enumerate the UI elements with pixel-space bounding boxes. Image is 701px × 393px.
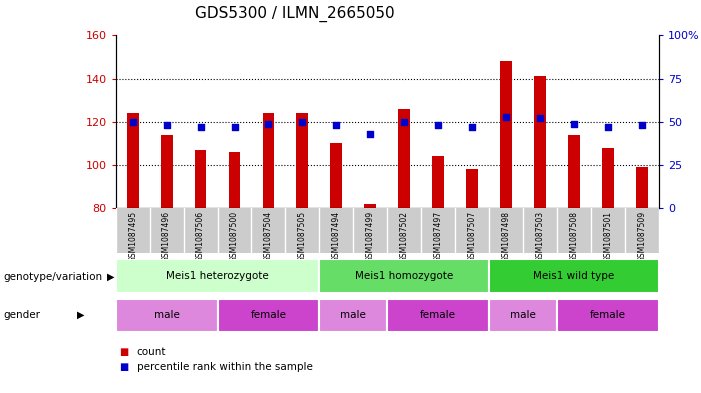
Point	[229, 124, 240, 130]
Point	[297, 119, 308, 125]
Text: GSM1087494: GSM1087494	[332, 211, 341, 262]
Bar	[116, 299, 217, 332]
Text: GSM1087509: GSM1087509	[637, 211, 646, 262]
Text: male: male	[154, 310, 179, 320]
Bar	[489, 259, 659, 293]
Text: genotype/variation: genotype/variation	[4, 272, 102, 282]
Point	[501, 114, 512, 120]
Point	[467, 124, 478, 130]
Point	[127, 119, 138, 125]
Text: count: count	[137, 347, 166, 357]
Text: female: female	[420, 310, 456, 320]
Text: ▶: ▶	[77, 310, 85, 320]
Bar	[501, 61, 512, 208]
Text: Meis1 wild type: Meis1 wild type	[533, 271, 615, 281]
Bar	[320, 299, 387, 332]
Point	[399, 119, 410, 125]
Bar	[568, 135, 580, 208]
Text: GSM1087500: GSM1087500	[230, 211, 239, 262]
Bar	[433, 156, 444, 208]
Text: female: female	[590, 310, 626, 320]
Text: GDS5300 / ILMN_2665050: GDS5300 / ILMN_2665050	[195, 6, 394, 22]
Text: GSM1087504: GSM1087504	[264, 211, 273, 262]
Text: GSM1087501: GSM1087501	[604, 211, 613, 262]
Text: GSM1087508: GSM1087508	[569, 211, 578, 262]
Bar	[320, 259, 489, 293]
Text: GSM1087507: GSM1087507	[468, 211, 477, 262]
Point	[161, 122, 172, 129]
Bar	[229, 152, 240, 208]
Bar	[398, 109, 410, 208]
Text: GSM1087499: GSM1087499	[366, 211, 375, 262]
Bar	[466, 169, 478, 208]
Bar	[330, 143, 342, 208]
Bar	[297, 113, 308, 208]
Bar	[387, 299, 489, 332]
Bar	[217, 299, 320, 332]
Bar	[489, 299, 557, 332]
Point	[602, 124, 613, 130]
Text: male: male	[341, 310, 367, 320]
Point	[195, 124, 206, 130]
Bar	[557, 299, 659, 332]
Point	[331, 122, 342, 129]
Text: GSM1087503: GSM1087503	[536, 211, 545, 262]
Text: GSM1087505: GSM1087505	[298, 211, 307, 262]
Bar	[365, 204, 376, 208]
Point	[365, 131, 376, 137]
Bar	[116, 259, 320, 293]
Bar	[262, 113, 274, 208]
Text: ■: ■	[119, 362, 128, 373]
Text: gender: gender	[4, 310, 41, 320]
Text: male: male	[510, 310, 536, 320]
Bar	[636, 167, 648, 208]
Point	[637, 122, 648, 129]
Text: GSM1087496: GSM1087496	[162, 211, 171, 262]
Point	[433, 122, 444, 129]
Text: female: female	[250, 310, 287, 320]
Bar	[161, 135, 172, 208]
Text: GSM1087497: GSM1087497	[434, 211, 443, 262]
Text: Meis1 homozygote: Meis1 homozygote	[355, 271, 454, 281]
Text: percentile rank within the sample: percentile rank within the sample	[137, 362, 313, 373]
Text: GSM1087498: GSM1087498	[502, 211, 510, 262]
Point	[534, 115, 545, 121]
Point	[569, 120, 580, 127]
Text: GSM1087502: GSM1087502	[400, 211, 409, 262]
Text: GSM1087495: GSM1087495	[128, 211, 137, 262]
Bar	[195, 150, 207, 208]
Bar	[602, 148, 614, 208]
Text: Meis1 heterozygote: Meis1 heterozygote	[166, 271, 269, 281]
Text: ■: ■	[119, 347, 128, 357]
Bar	[534, 76, 546, 208]
Bar	[127, 113, 139, 208]
Point	[263, 120, 274, 127]
Text: GSM1087506: GSM1087506	[196, 211, 205, 262]
Text: ▶: ▶	[107, 272, 114, 282]
